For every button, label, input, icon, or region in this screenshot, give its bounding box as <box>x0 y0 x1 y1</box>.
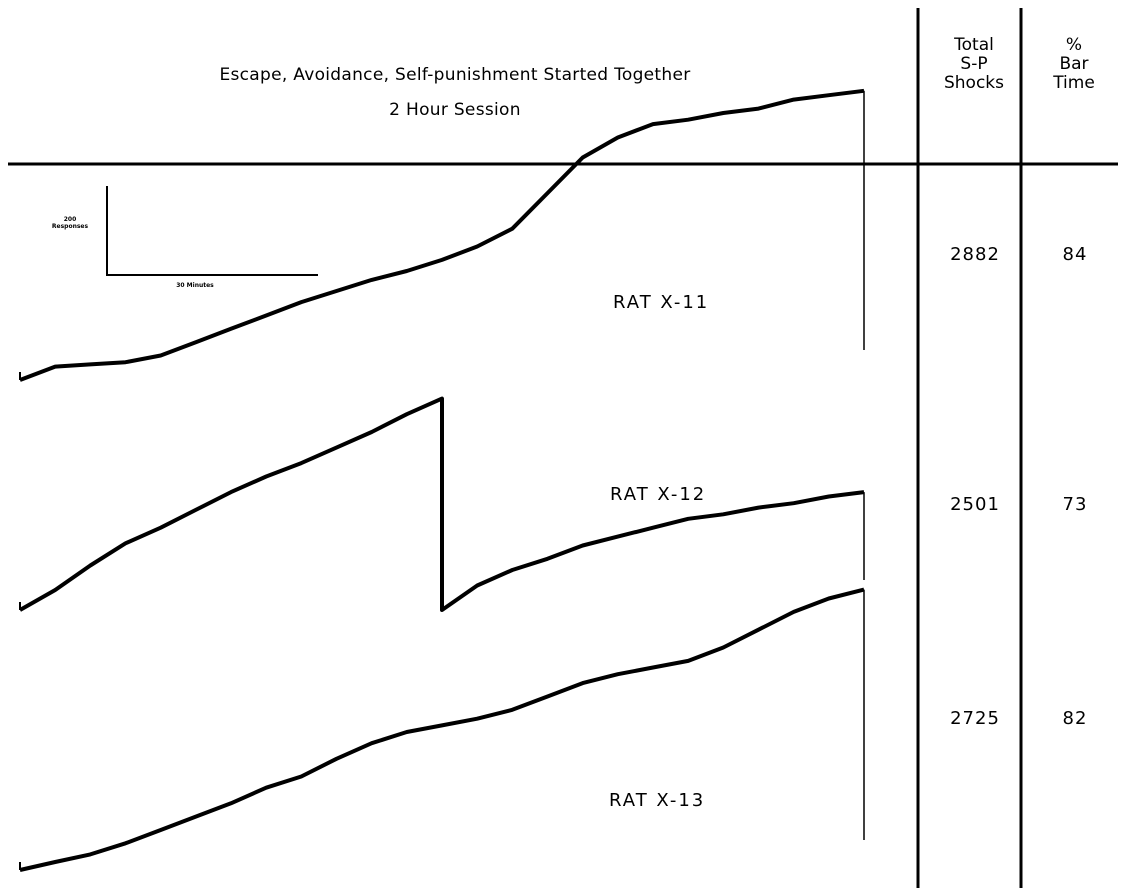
rat-label-x12: RAT X-12 <box>610 484 707 505</box>
scale-y-unit: Responses <box>51 223 89 230</box>
column-header-line: Total <box>954 35 994 55</box>
total-sp-shocks-x11: 2882 <box>950 244 1000 265</box>
pct-bar-time-x12: 73 <box>1062 494 1088 515</box>
chart-title: Escape, Avoidance, Self-punishment Start… <box>219 65 691 85</box>
column-header-line: Bar <box>1059 54 1089 74</box>
column-header-line: Time <box>1053 73 1095 93</box>
scale-y-value: 200 <box>63 216 77 223</box>
total-sp-shocks-x13: 2725 <box>950 708 1000 729</box>
chart-subtitle: 2 Hour Session <box>389 100 521 120</box>
rat-label-x13: RAT X-13 <box>609 790 706 811</box>
cumulative-record-rat-x-12 <box>19 396 865 612</box>
cumulative-record-rat-x-13 <box>19 587 865 872</box>
scale-bar <box>106 186 318 276</box>
column-header-total-sp-shocks: Total S-P Shocks <box>934 36 1014 93</box>
pct-bar-time-x13: 82 <box>1062 708 1088 729</box>
column-header-line: S-P <box>960 54 988 74</box>
total-sp-shocks-x12: 2501 <box>950 494 1000 515</box>
column-header-line: % <box>1065 35 1083 55</box>
column-header-line: Shocks <box>943 73 1004 93</box>
pct-bar-time-x11: 84 <box>1062 244 1088 265</box>
column-header-pct-bar-time: % Bar Time <box>1034 36 1114 93</box>
scale-y-label: 200 Responses <box>46 216 94 230</box>
scale-x-label: 30 Minutes <box>176 282 214 289</box>
cumulative-record-rat-x-11 <box>19 88 865 382</box>
rat-label-x11: RAT X-11 <box>613 292 710 313</box>
